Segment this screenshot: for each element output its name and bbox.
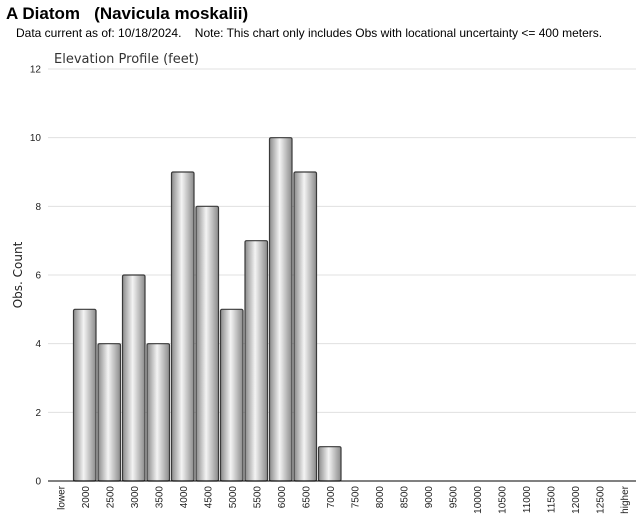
- y-tick-label: 4: [35, 339, 41, 350]
- bar-3000: [121, 274, 146, 482]
- x-tick-label: 9000: [424, 486, 435, 509]
- y-tick-label: 8: [35, 202, 41, 213]
- x-tick-label: 7000: [326, 486, 337, 509]
- bar-4500: [195, 205, 220, 482]
- x-tick-label: 12500: [595, 486, 606, 514]
- y-axis-label: Obs. Count: [11, 241, 25, 308]
- x-tick-label: 10000: [473, 486, 484, 514]
- x-tick-label: 2500: [105, 486, 116, 509]
- x-tick-label: 10500: [497, 486, 508, 514]
- x-tick-label: 3000: [130, 486, 141, 509]
- bar-6000: [268, 137, 293, 482]
- bar-5500: [244, 240, 269, 482]
- x-tick-label: 5500: [252, 486, 263, 509]
- bar-5000: [219, 308, 244, 482]
- x-tick-label: 2000: [81, 486, 92, 509]
- chart-title: Elevation Profile (feet): [54, 52, 199, 67]
- x-tick-label: 8000: [375, 486, 386, 509]
- y-tick-label: 12: [30, 65, 42, 76]
- x-tick-label: higher: [620, 485, 631, 513]
- x-tick-label: 8500: [399, 486, 410, 509]
- x-tick-label: 5000: [228, 486, 239, 509]
- bar-3500: [146, 343, 171, 482]
- x-tick-label: 4000: [179, 486, 190, 509]
- y-tick-label: 10: [30, 133, 42, 144]
- y-tick-label: 2: [35, 408, 41, 419]
- y-tick-label: 6: [35, 271, 41, 282]
- y-tick-label: 0: [35, 477, 41, 488]
- x-tick-label: 4500: [203, 486, 214, 509]
- x-tick-label: 11000: [522, 486, 533, 514]
- page-title: A Diatom (Navicula moskalii): [6, 4, 249, 23]
- data-note: Data current as of: 10/18/2024. Note: Th…: [16, 26, 603, 40]
- x-tick-label: 12000: [571, 486, 582, 514]
- x-tick-label: 3500: [154, 486, 165, 509]
- bar-2500: [97, 343, 122, 482]
- bar-4000: [170, 171, 195, 482]
- x-tick-label: 11500: [546, 486, 557, 514]
- x-tick-label: 7500: [350, 486, 361, 509]
- bar-6500: [293, 171, 318, 482]
- x-tick-label: 9500: [448, 486, 459, 509]
- bar-2000: [72, 308, 97, 482]
- x-tick-label: 6000: [277, 486, 288, 509]
- bar-7000: [317, 446, 342, 482]
- x-tick-label: lower: [56, 485, 67, 510]
- x-tick-label: 6500: [301, 486, 312, 509]
